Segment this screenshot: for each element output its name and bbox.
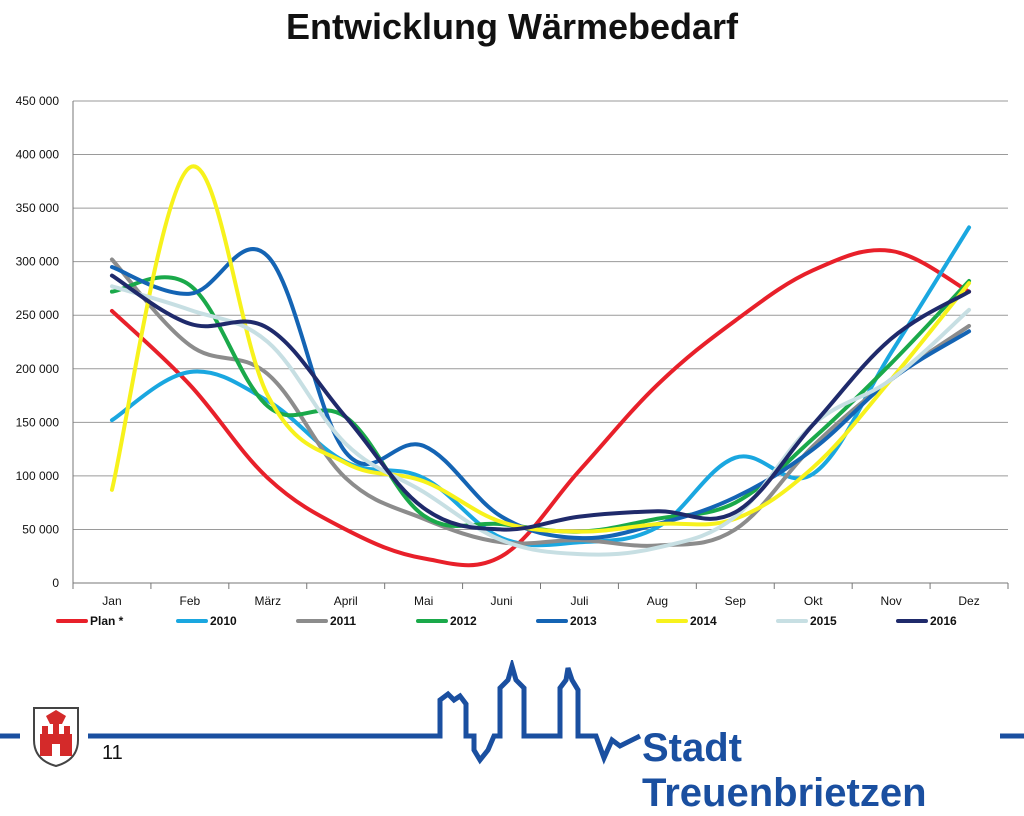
y-tick-label: 350 000 xyxy=(16,201,60,215)
footer-band xyxy=(0,660,1024,768)
legend-label: 2012 xyxy=(450,614,477,628)
legend-entry: 2012 xyxy=(416,614,477,628)
y-tick-label: 450 000 xyxy=(16,94,60,108)
y-tick-label: 400 000 xyxy=(16,148,60,162)
y-tick-label: 200 000 xyxy=(16,362,60,376)
brand-name: Stadt Treuenbrietzen xyxy=(642,726,927,815)
y-tick-label: 100 000 xyxy=(16,469,60,483)
legend-entry: 2016 xyxy=(896,614,957,628)
legend-label: 2013 xyxy=(570,614,597,628)
line-chart: 0 50 000 100 000 150 000 200 000 250 000 300 0… xyxy=(16,94,1009,628)
legend-entry: Plan * xyxy=(56,614,124,628)
x-tick-label: Jan xyxy=(102,594,121,608)
x-tick-label: Feb xyxy=(180,594,201,608)
y-tick-label: 250 000 xyxy=(16,308,60,322)
series-line-2013 xyxy=(109,247,972,541)
y-tick-label: 0 xyxy=(52,576,59,590)
series-line-2014 xyxy=(109,164,972,534)
legend-entry: 2013 xyxy=(536,614,597,628)
chart-legend: Plan * 2010 2011 2012 2013 2014 2015 2016 xyxy=(56,614,957,628)
legend-label: 2010 xyxy=(210,614,237,628)
legend-label: Plan * xyxy=(90,614,124,628)
x-tick-label: April xyxy=(334,594,358,608)
x-tick-label: Mai xyxy=(414,594,433,608)
x-tick-label: Juni xyxy=(491,594,513,608)
legend-entry: 2014 xyxy=(656,614,717,628)
legend-entry: 2010 xyxy=(176,614,237,628)
x-tick-label: Dez xyxy=(958,594,979,608)
slide-title: Entwicklung Wärmebedarf xyxy=(285,6,739,47)
x-tick-label: Juli xyxy=(570,594,588,608)
y-axis-tick-labels: 0 50 000 100 000 150 000 200 000 250 000 300 0… xyxy=(16,94,60,590)
town-skyline-icon xyxy=(0,660,1024,765)
y-tick-label: 150 000 xyxy=(16,415,60,429)
legend-label: 2011 xyxy=(330,614,356,628)
coat-of-arms-icon xyxy=(33,707,79,768)
x-tick-label: Okt xyxy=(804,594,823,608)
legend-label: 2014 xyxy=(690,614,717,628)
series-line-2016 xyxy=(109,273,972,532)
x-tick-label: Sep xyxy=(725,594,747,608)
x-tick-label: März xyxy=(254,594,281,608)
series-line-plan xyxy=(109,248,972,568)
page-number: 11 xyxy=(102,742,123,764)
x-tick-label: Nov xyxy=(880,594,901,608)
series-line-2010 xyxy=(109,225,972,548)
chart-series xyxy=(109,164,972,568)
legend-entry: 2011 xyxy=(296,614,356,628)
y-tick-label: 50 000 xyxy=(22,522,59,536)
legend-label: 2015 xyxy=(810,614,837,628)
y-tick-label: 300 000 xyxy=(16,255,60,269)
x-axis-tick-labels: Jan Feb März April Mai Juni Juli Aug Sep Okt Nov De… xyxy=(102,594,979,608)
series-line-2015 xyxy=(109,284,972,557)
x-tick-label: Aug xyxy=(647,594,668,608)
legend-entry: 2015 xyxy=(776,614,837,628)
legend-label: 2016 xyxy=(930,614,957,628)
